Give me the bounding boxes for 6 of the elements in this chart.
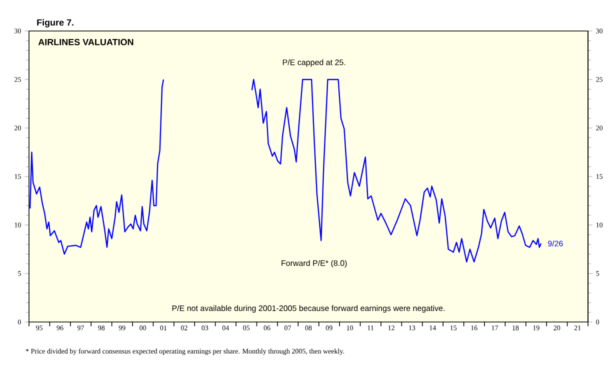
text: AIRLINES VALUATION bbox=[38, 38, 134, 46]
annotation: 9/26 bbox=[548, 240, 563, 246]
caption: Figure 7. bbox=[37, 19, 74, 28]
text: Forward P/E* (8.0) bbox=[282, 260, 347, 268]
annotation: P/E not available during 2001-2005 because forward earnings were negative. bbox=[172, 305, 444, 313]
annotation: P/E capped at 25. bbox=[282, 59, 346, 67]
